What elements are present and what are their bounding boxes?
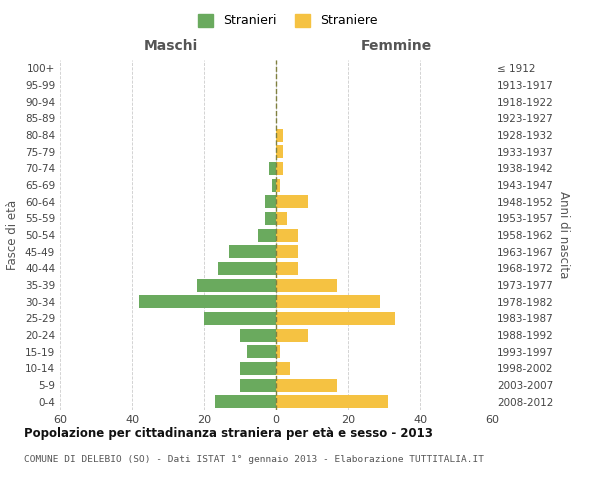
Bar xyxy=(276,195,308,208)
Bar xyxy=(276,395,388,408)
Y-axis label: Anni di nascita: Anni di nascita xyxy=(557,192,570,278)
Bar xyxy=(240,378,276,392)
Text: Maschi: Maschi xyxy=(144,38,198,52)
Bar xyxy=(276,278,337,291)
Bar xyxy=(276,295,380,308)
Bar xyxy=(276,328,308,342)
Bar xyxy=(276,312,395,325)
Text: Popolazione per cittadinanza straniera per età e sesso - 2013: Popolazione per cittadinanza straniera p… xyxy=(24,428,433,440)
Bar xyxy=(215,395,276,408)
Bar xyxy=(276,345,280,358)
Bar xyxy=(276,228,298,241)
Bar xyxy=(272,178,276,192)
Legend: Stranieri, Straniere: Stranieri, Straniere xyxy=(193,8,383,32)
Text: Femmine: Femmine xyxy=(361,38,431,52)
Bar xyxy=(265,212,276,225)
Bar xyxy=(276,245,298,258)
Bar xyxy=(229,245,276,258)
Bar xyxy=(197,278,276,291)
Bar xyxy=(276,178,280,192)
Bar xyxy=(218,262,276,275)
Bar xyxy=(265,195,276,208)
Bar xyxy=(276,128,283,141)
Bar xyxy=(269,162,276,175)
Bar xyxy=(139,295,276,308)
Bar xyxy=(276,162,283,175)
Bar xyxy=(276,212,287,225)
Text: COMUNE DI DELEBIO (SO) - Dati ISTAT 1° gennaio 2013 - Elaborazione TUTTITALIA.IT: COMUNE DI DELEBIO (SO) - Dati ISTAT 1° g… xyxy=(24,455,484,464)
Bar xyxy=(276,378,337,392)
Y-axis label: Fasce di età: Fasce di età xyxy=(7,200,19,270)
Bar xyxy=(276,362,290,375)
Bar xyxy=(204,312,276,325)
Bar xyxy=(240,328,276,342)
Bar xyxy=(240,362,276,375)
Bar xyxy=(276,262,298,275)
Bar xyxy=(258,228,276,241)
Bar xyxy=(276,145,283,158)
Bar xyxy=(247,345,276,358)
